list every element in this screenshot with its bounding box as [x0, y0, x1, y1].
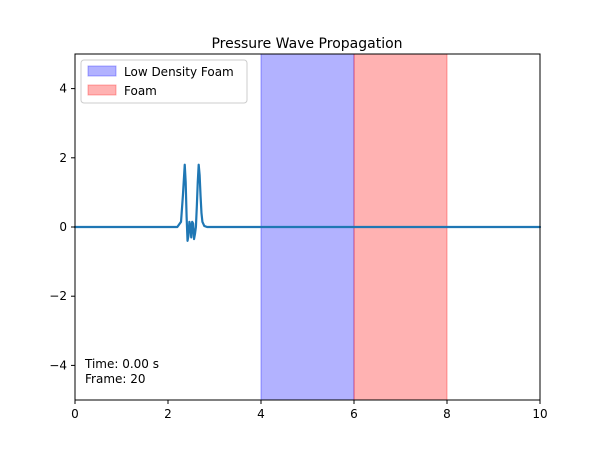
y-tick-label: −2: [49, 289, 67, 303]
x-tick-label: 2: [164, 407, 172, 421]
x-tick-label: 8: [443, 407, 451, 421]
legend: Low Density Foam Foam: [80, 59, 248, 104]
series-lines: [73, 163, 542, 242]
x-axis-ticks: 0 2 4 6 8 10: [71, 400, 548, 421]
x-tick-label: 10: [532, 407, 547, 421]
legend-label-foam: Foam: [124, 84, 157, 98]
annotation-frame: Frame: 20: [85, 372, 146, 386]
y-tick-label: −4: [49, 358, 67, 372]
y-tick-label: 2: [59, 151, 67, 165]
legend-swatch-foam: [87, 84, 117, 96]
chart-title: Pressure Wave Propagation: [211, 36, 402, 52]
x-tick-label: 6: [350, 407, 358, 421]
x-tick-label: 4: [257, 407, 265, 421]
y-tick-label: 4: [59, 82, 67, 96]
annotation-time: Time: 0.00 s: [84, 357, 159, 371]
y-axis-ticks: −4 −2 0 2 4: [49, 82, 75, 372]
legend-label-low-density-foam: Low Density Foam: [124, 65, 234, 79]
y-tick-label: 0: [59, 220, 67, 234]
annotations: Time: 0.00 s Frame: 20: [84, 357, 159, 386]
legend-box: [80, 59, 248, 104]
series-line-0: [73, 163, 542, 242]
x-tick-label: 0: [71, 407, 79, 421]
legend-swatch-low-density-foam: [87, 65, 117, 77]
